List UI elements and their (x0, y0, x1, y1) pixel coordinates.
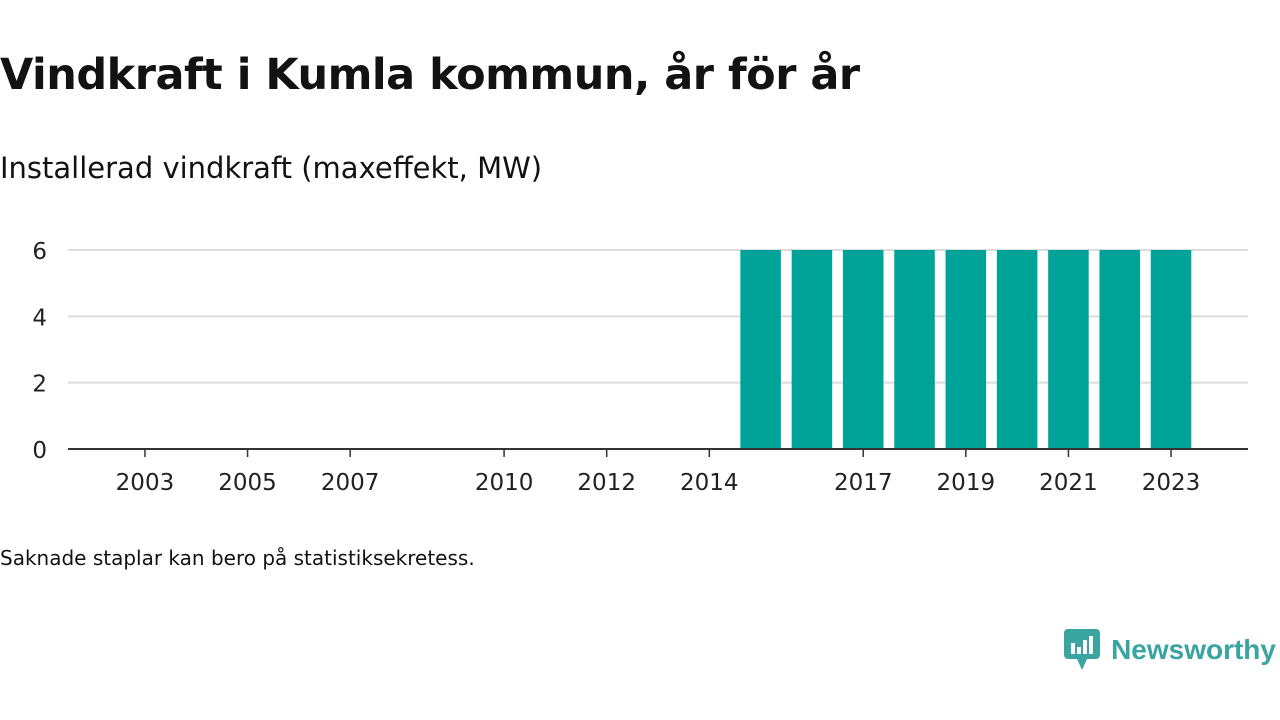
bar (996, 250, 1038, 449)
brand-logo: Newsworthy (1063, 628, 1276, 672)
bar (791, 250, 833, 449)
x-tick-label: 2014 (680, 470, 739, 496)
bar (842, 250, 884, 449)
bar (945, 250, 987, 449)
y-tick-label: 4 (32, 305, 47, 331)
chart-title: Vindkraft i Kumla kommun, år för år (0, 50, 860, 100)
footnote: Saknade staplar kan bero på statistiksek… (0, 546, 475, 570)
x-tick-label: 2023 (1142, 470, 1201, 496)
bar (1048, 250, 1089, 449)
x-tick-label: 2010 (475, 470, 534, 496)
brand-name: Newsworthy (1111, 634, 1276, 665)
x-tick-label: 2005 (218, 470, 277, 496)
y-tick-label: 2 (32, 372, 47, 398)
x-tick-label: 2021 (1039, 470, 1098, 496)
y-tick-label: 6 (32, 239, 47, 265)
x-tick-label: 2003 (116, 470, 175, 496)
bar (740, 250, 781, 449)
chart-subtitle: Installerad vindkraft (maxeffekt, MW) (0, 151, 543, 185)
x-tick-label: 2007 (321, 470, 380, 496)
x-tick-label: 2017 (834, 470, 893, 496)
x-tick-label: 2019 (937, 470, 996, 496)
x-tick-label: 2012 (577, 470, 636, 496)
y-tick-label: 0 (32, 438, 47, 464)
bar (894, 250, 935, 449)
bar (1150, 250, 1192, 449)
newsworthy-logo-icon (1064, 629, 1101, 670)
bar-chart: 0 2 4 6 2003 2005 2007 2010 2012 2014 2017 2019 2021… (32, 239, 1248, 496)
bar (1099, 250, 1141, 449)
